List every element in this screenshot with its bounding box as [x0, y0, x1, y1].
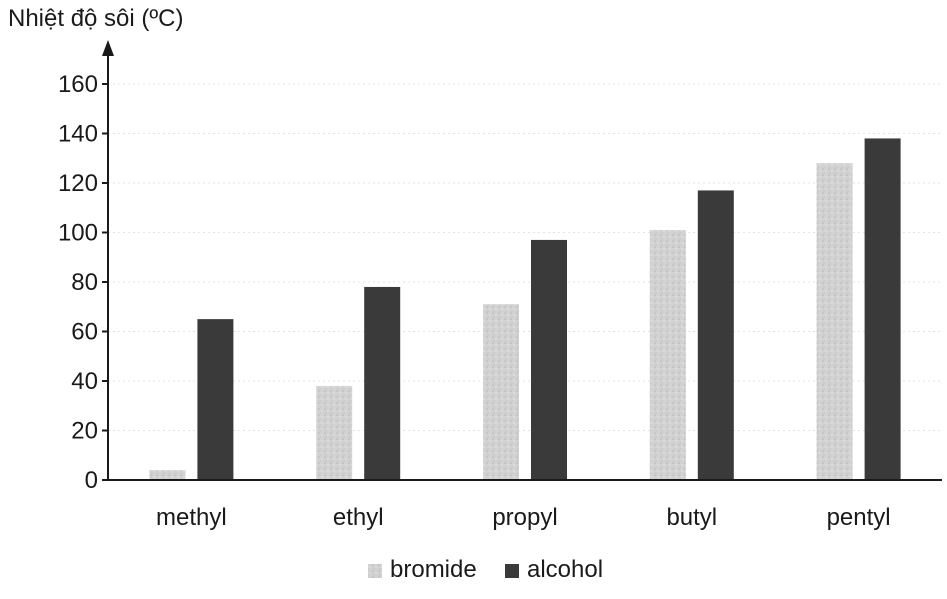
y-tick-label: 0: [85, 467, 98, 494]
gridlines: [108, 83, 942, 431]
legend: bromide alcohol: [368, 556, 603, 583]
bar-bromide-methyl: [149, 470, 186, 480]
category-label: butyl: [666, 504, 717, 531]
category-label: methyl: [156, 504, 227, 531]
y-tick-label: 160: [58, 71, 98, 98]
y-tick-label: 20: [71, 418, 98, 445]
y-tick-labels: 0 20 40 60 80 100 120 140 160: [58, 71, 108, 494]
legend-swatch-alcohol: [505, 564, 519, 578]
y-tick-label: 100: [58, 220, 98, 247]
y-tick-label: 40: [71, 368, 98, 395]
legend-swatch-bromide: [368, 564, 382, 578]
axes: [102, 40, 942, 481]
bar-alcohol-ethyl: [364, 286, 401, 480]
y-tick-label: 140: [58, 121, 98, 148]
bar-bromide-pentyl: [816, 163, 853, 480]
category-label: ethyl: [333, 504, 384, 531]
category-label: propyl: [492, 504, 557, 531]
bar-bromide-butyl: [649, 230, 686, 480]
bar-bromide-propyl: [483, 304, 519, 480]
y-tick-label: 80: [71, 269, 98, 296]
y-tick-label: 60: [71, 319, 98, 346]
bar-alcohol-propyl: [531, 239, 567, 480]
y-axis-arrow-icon: [102, 40, 114, 56]
legend-label-bromide: bromide: [390, 556, 477, 583]
bar-alcohol-butyl: [697, 190, 734, 481]
bar-alcohol-pentyl: [864, 138, 901, 480]
bars: [149, 138, 901, 481]
legend-label-alcohol: alcohol: [527, 556, 603, 583]
category-label: pentyl: [827, 504, 891, 531]
category-labels: methyl ethyl propyl butyl pentyl: [156, 504, 891, 531]
bar-alcohol-methyl: [197, 319, 234, 480]
y-tick-label: 120: [58, 170, 98, 197]
bar-bromide-ethyl: [316, 385, 353, 480]
y-axis-title: Nhiệt độ sôi (ºC): [8, 5, 184, 32]
